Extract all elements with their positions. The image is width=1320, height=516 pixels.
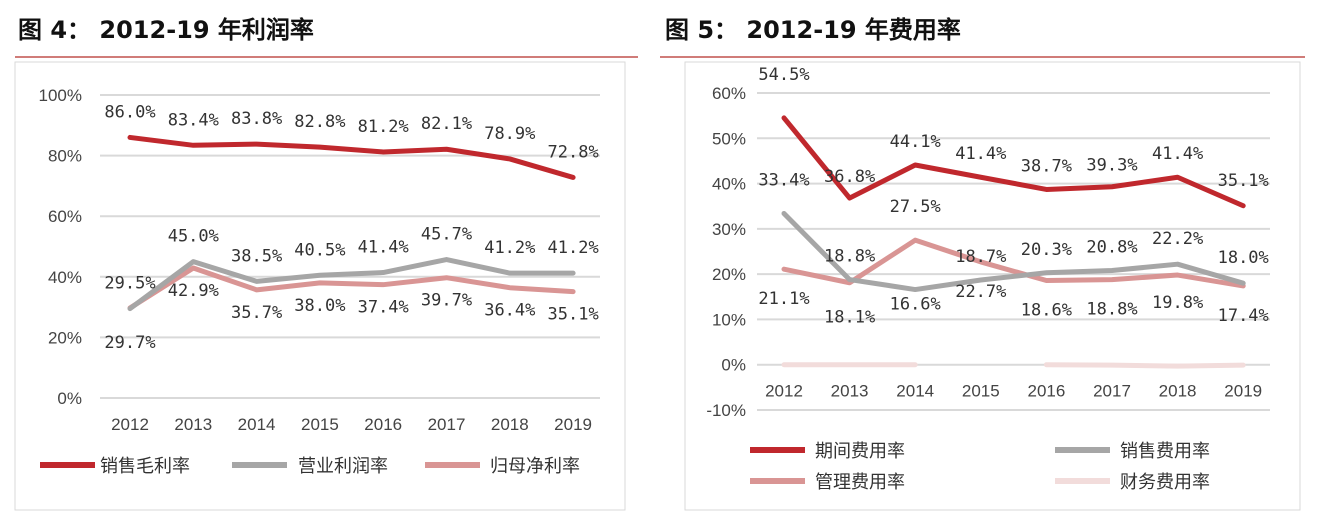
data-label: 42.9% — [168, 281, 219, 301]
data-label: 18.8% — [824, 247, 875, 267]
x-tick-label: 2017 — [428, 415, 466, 434]
data-label: 37.4% — [358, 298, 409, 318]
x-tick-label: 2018 — [491, 415, 529, 434]
series-line-2 — [781, 237, 1246, 289]
legend-label: 财务费用率 — [1120, 472, 1210, 493]
x-tick-label: 2017 — [1093, 382, 1131, 401]
legend-label: 期间费用率 — [815, 441, 905, 462]
x-tick-label: 2016 — [1027, 382, 1065, 401]
data-label: 44.1% — [890, 132, 941, 152]
x-tick-label: 2019 — [1224, 382, 1262, 401]
chart-5: 图 5： 2012-19 年费用率 -10% 0% 10% 20% 30% 40% 50% 60… — [660, 16, 1305, 511]
series-line-1 — [127, 257, 576, 312]
chart-frame — [684, 61, 1301, 511]
legend-label: 归母净利率 — [490, 456, 580, 477]
x-tick-label: 2012 — [765, 382, 803, 401]
data-label: 35.1% — [1218, 171, 1269, 191]
x-tick-label: 2015 — [301, 415, 339, 434]
data-label: 54.5% — [758, 65, 809, 85]
data-label: 39.7% — [421, 291, 472, 311]
data-label: 22.7% — [955, 282, 1006, 302]
chart-title: 图 5： 2012-19 年费用率 — [665, 16, 961, 44]
data-label: 82.8% — [294, 112, 345, 132]
data-label: 86.0% — [104, 102, 155, 122]
x-tick-label: 2014 — [238, 415, 276, 434]
x-tick-label: 2018 — [1159, 382, 1197, 401]
data-label: 17.4% — [1218, 306, 1269, 326]
y-tick-label: 60% — [712, 84, 746, 103]
data-label: 83.8% — [231, 109, 282, 129]
y-tick-label: 100% — [39, 86, 82, 105]
series-line-1 — [781, 210, 1246, 293]
data-label: 38.0% — [294, 296, 345, 316]
data-label: 41.2% — [484, 238, 535, 258]
data-label: 36.4% — [484, 301, 535, 321]
y-tick-label: 60% — [48, 207, 82, 226]
data-label: 27.5% — [890, 197, 941, 217]
data-label: 35.1% — [548, 305, 599, 325]
x-tick-label: 2013 — [174, 415, 212, 434]
data-label: 81.2% — [358, 117, 409, 137]
data-label: 39.3% — [1086, 156, 1137, 176]
data-label: 18.6% — [1021, 300, 1072, 320]
data-label: 21.1% — [758, 289, 809, 309]
legend-label: 管理费用率 — [815, 472, 905, 493]
data-label: 29.5% — [104, 274, 155, 294]
legend-label: 营业利润率 — [298, 456, 388, 477]
data-label: 72.8% — [548, 142, 599, 162]
legend-label: 销售费用率 — [1120, 441, 1210, 462]
y-tick-label: 40% — [712, 175, 746, 194]
series-line-0 — [127, 134, 576, 180]
x-tick-label: 2019 — [554, 415, 592, 434]
x-tick-label: 2014 — [896, 382, 934, 401]
data-label: 16.6% — [890, 295, 941, 315]
data-label: 22.2% — [1152, 229, 1203, 249]
y-tick-label: 0% — [57, 389, 82, 408]
data-label: 19.8% — [1152, 293, 1203, 313]
data-label: 18.1% — [824, 308, 875, 328]
y-tick-label: 20% — [712, 265, 746, 284]
x-tick-label: 2013 — [831, 382, 869, 401]
data-label: 82.1% — [421, 114, 472, 134]
data-label: 38.7% — [1021, 156, 1072, 176]
data-label: 78.9% — [484, 124, 535, 144]
data-label: 29.7% — [104, 333, 155, 353]
data-label: 35.7% — [231, 303, 282, 323]
data-label: 36.8% — [824, 167, 875, 187]
data-label: 20.3% — [1021, 240, 1072, 260]
y-tick-label: 10% — [712, 310, 746, 329]
data-label: 41.2% — [548, 238, 599, 258]
data-label: 33.4% — [758, 170, 809, 190]
data-label: 83.4% — [168, 110, 219, 130]
data-label: 18.7% — [955, 247, 1006, 267]
series-line-3 — [1043, 362, 1246, 369]
chart-4: 图 4： 2012-19 年利润率 0% 20% 40% 60% 80% 100% 2012 2… — [14, 16, 638, 511]
x-tick-label: 2016 — [364, 415, 402, 434]
y-tick-label: -10% — [706, 401, 746, 420]
chart-frame — [14, 61, 626, 511]
y-tick-label: 50% — [712, 129, 746, 148]
data-label: 41.4% — [358, 238, 409, 258]
data-label: 41.4% — [1152, 144, 1203, 164]
data-label: 18.0% — [1218, 248, 1269, 268]
chart-title: 图 4： 2012-19 年利润率 — [18, 16, 314, 44]
x-tick-label: 2012 — [111, 415, 149, 434]
data-label: 45.7% — [421, 225, 472, 245]
y-tick-label: 40% — [48, 268, 82, 287]
x-tick-label: 2015 — [962, 382, 1000, 401]
legend-label: 销售毛利率 — [100, 456, 190, 477]
data-label: 41.4% — [955, 144, 1006, 164]
data-label: 40.5% — [294, 240, 345, 260]
y-tick-label: 0% — [721, 356, 746, 375]
data-label: 20.8% — [1086, 238, 1137, 258]
data-label: 18.8% — [1086, 300, 1137, 320]
y-tick-label: 20% — [48, 328, 82, 347]
data-label: 45.0% — [168, 227, 219, 247]
data-label: 38.5% — [231, 246, 282, 266]
series-line-0 — [781, 115, 1246, 209]
y-tick-label: 80% — [48, 147, 82, 166]
series-line-2 — [127, 265, 576, 311]
y-tick-label: 30% — [712, 220, 746, 239]
